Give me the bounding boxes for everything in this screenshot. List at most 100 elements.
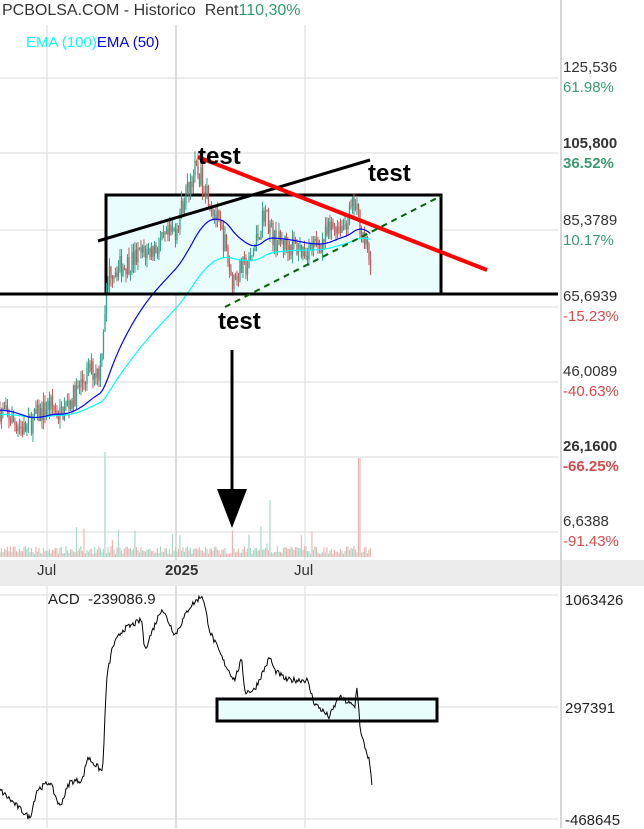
volume-bar <box>333 549 336 557</box>
volume-bar <box>306 551 309 557</box>
acd-box[interactable] <box>215 697 439 723</box>
volume-bar <box>147 549 150 557</box>
legend-ema-100[interactable]: EMA (100) <box>26 34 97 51</box>
candle-body <box>339 227 342 233</box>
trend-line-green-dashed[interactable] <box>224 195 442 308</box>
candle-body <box>254 245 256 252</box>
volume-bar <box>89 549 91 557</box>
candle-body <box>336 226 339 234</box>
candle-body <box>51 396 54 407</box>
candle-body <box>194 160 196 177</box>
volume-bar <box>173 550 175 557</box>
price-tick-percent: -40.63% <box>563 383 619 400</box>
legend-ema-50[interactable]: EMA (50) <box>96 34 160 51</box>
volume-bar <box>198 547 201 557</box>
volume-bar <box>224 547 226 557</box>
volume-bar <box>129 547 132 557</box>
volume-bar <box>329 551 331 557</box>
annotation-text-top[interactable]: test <box>198 143 241 170</box>
candle-body <box>266 209 268 212</box>
trend-line-red[interactable] <box>197 155 488 272</box>
candle-body <box>213 214 216 216</box>
volume-bar <box>35 546 37 557</box>
volume-bar <box>357 458 360 557</box>
volume-bar <box>92 553 94 557</box>
volume-bar <box>242 548 244 557</box>
volume-bar <box>207 553 210 557</box>
candle-body <box>275 230 277 252</box>
volume-bar <box>362 551 364 557</box>
volume-bar <box>0 552 1 557</box>
volume-bar <box>44 550 46 557</box>
volume-bar <box>176 551 178 557</box>
volume-bar <box>167 553 169 557</box>
candle-body <box>224 234 226 252</box>
candle-body <box>204 193 207 197</box>
volume-bar <box>275 551 277 557</box>
volume-bar <box>32 552 34 557</box>
candle-body <box>69 400 72 409</box>
candle-body <box>32 415 34 434</box>
candle-body <box>86 367 88 384</box>
candle-body <box>128 257 130 274</box>
volume-bar <box>180 550 183 557</box>
candle-body <box>221 225 223 230</box>
candle-body <box>83 382 85 384</box>
volume-bar <box>303 546 306 557</box>
volume-bar <box>321 552 324 557</box>
volume-bar <box>159 546 162 557</box>
volume-bar <box>83 528 85 557</box>
candle-body <box>317 240 319 245</box>
trend-line-black[interactable] <box>97 158 371 243</box>
ema-50-line <box>0 218 371 419</box>
volume-bar <box>200 550 202 557</box>
volume-bar <box>366 553 369 557</box>
candle-body <box>365 236 367 245</box>
candle-body <box>0 410 3 422</box>
volume-bar <box>356 552 358 557</box>
candle-body <box>263 210 265 222</box>
candles <box>0 151 372 442</box>
candle-body <box>125 268 127 275</box>
candle-body <box>144 252 147 259</box>
candle-body <box>126 257 129 275</box>
candle-body <box>120 255 123 277</box>
candle-body <box>369 259 372 272</box>
volume-bar <box>39 553 42 557</box>
candle-body <box>164 232 166 235</box>
volume-bar <box>332 553 334 557</box>
candle-body <box>308 245 310 260</box>
candle-body <box>296 242 298 255</box>
candle-body <box>276 244 279 252</box>
annotation-text-right[interactable]: test <box>368 160 411 187</box>
candle-body <box>68 400 70 409</box>
candle-body <box>182 200 184 214</box>
volume-bar <box>54 547 57 557</box>
candle-body <box>228 263 231 271</box>
volume-bar <box>279 552 282 557</box>
candle-body <box>318 244 321 250</box>
candle-body <box>66 400 69 403</box>
volume-bar <box>369 547 372 557</box>
candle-body <box>140 247 142 253</box>
arrow-head <box>217 489 247 528</box>
candle-body <box>201 167 204 193</box>
candle-body <box>215 214 217 221</box>
annotation-text-bottom[interactable]: test <box>218 308 261 335</box>
volume-bar <box>233 548 235 557</box>
price-axis-tick: 65,6939 -15.23% <box>563 287 619 327</box>
candle-body <box>47 401 49 410</box>
candle-body <box>23 422 25 434</box>
volume-bar <box>26 549 28 557</box>
volume-bar <box>153 553 156 557</box>
volume-bar <box>113 549 115 557</box>
price-tick-percent: -15.23% <box>563 308 619 325</box>
volume-bar <box>318 553 321 557</box>
candle-body <box>174 228 177 241</box>
candle-body <box>147 248 150 250</box>
volume-bar <box>62 553 64 557</box>
volume-bar <box>41 553 43 557</box>
volume-bar <box>168 549 171 557</box>
candle-body <box>62 406 64 420</box>
volume-bar <box>156 547 159 557</box>
